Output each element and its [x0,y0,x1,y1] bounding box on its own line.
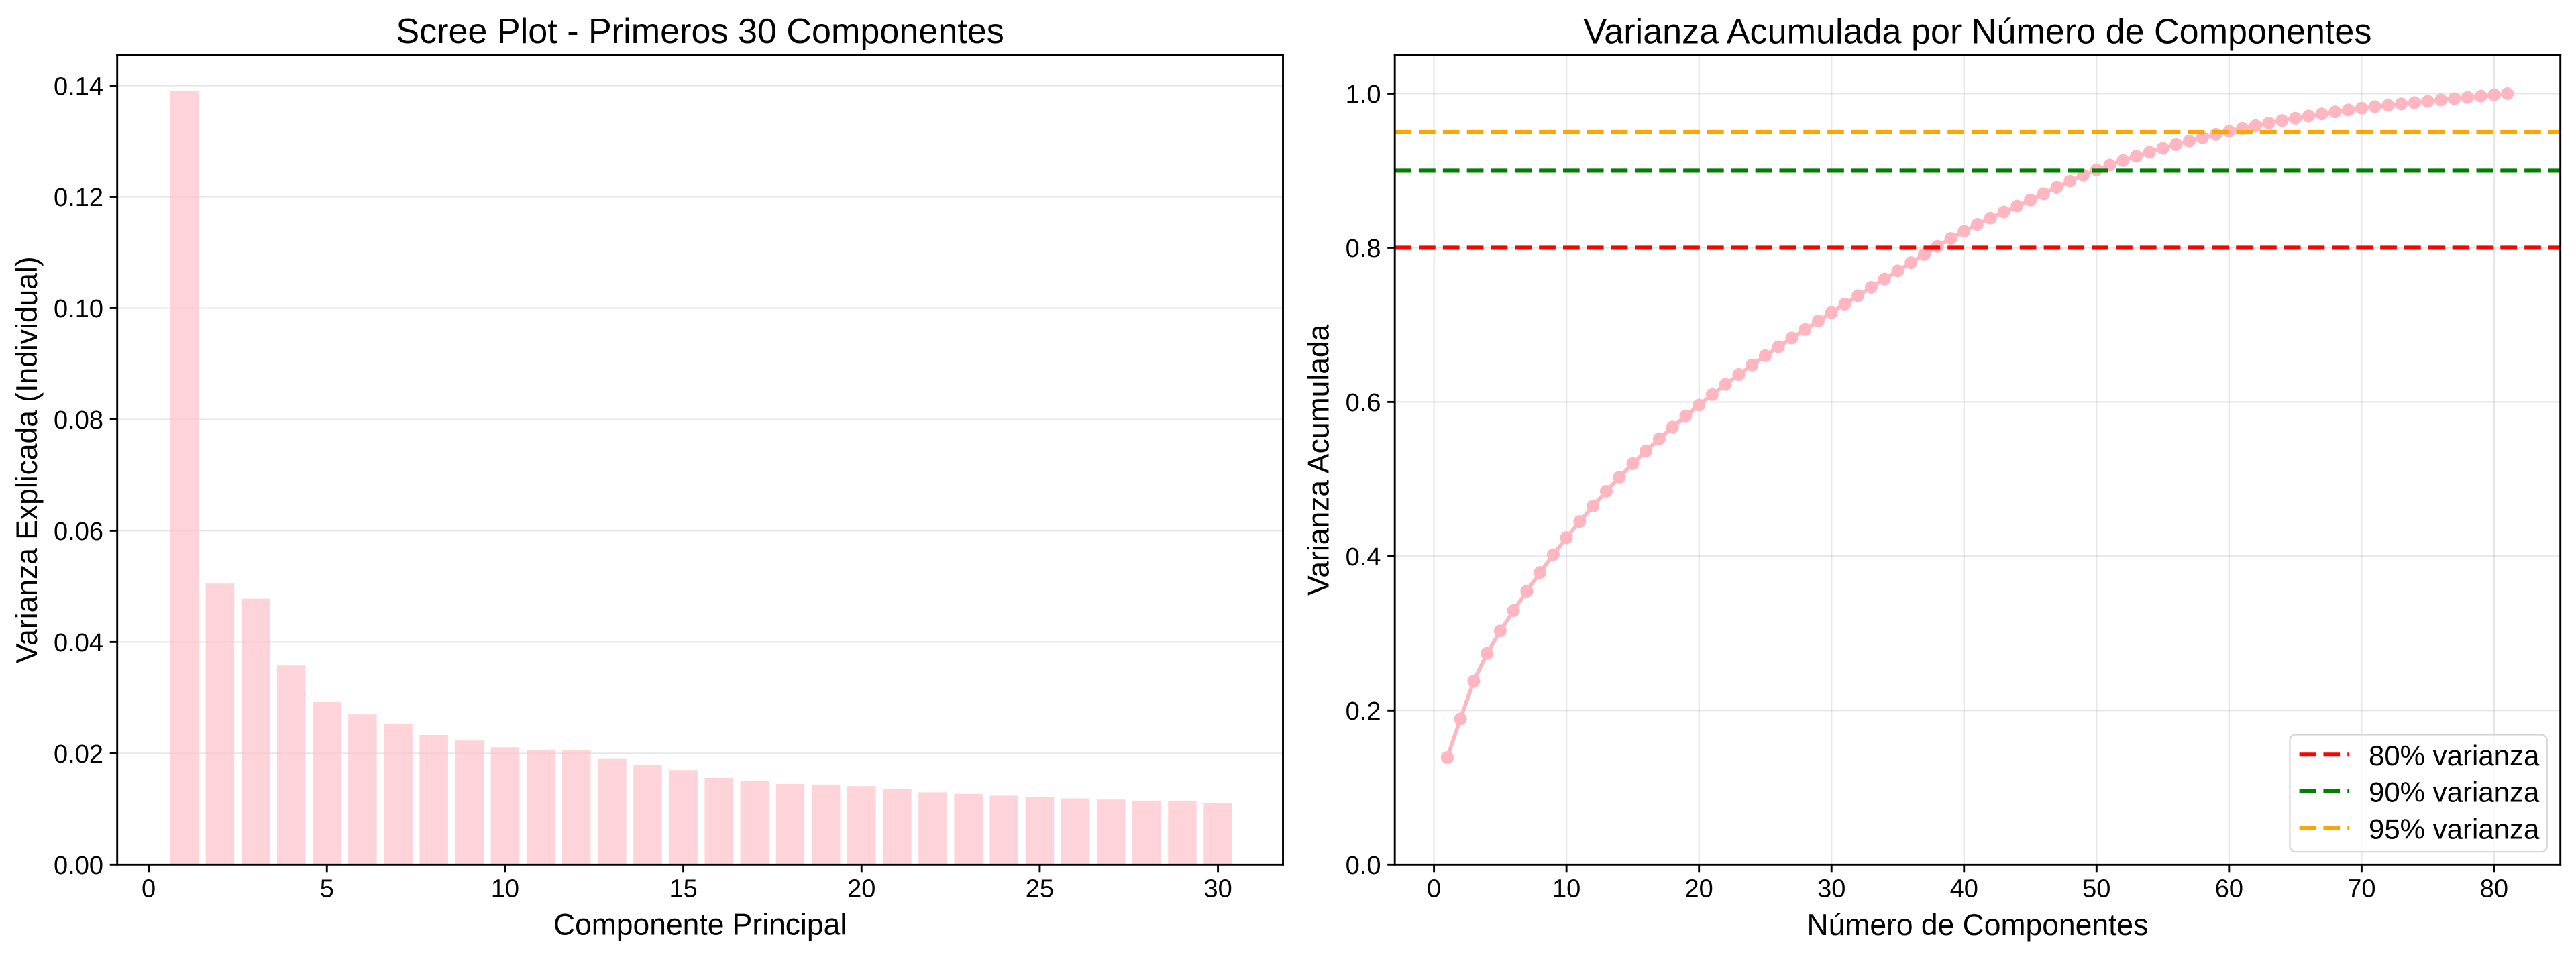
svg-text:Varianza Acumulada: Varianza Acumulada [1302,324,1335,596]
svg-text:0.4: 0.4 [1346,543,1381,571]
svg-text:10: 10 [1552,875,1580,903]
svg-text:80% varianza: 80% varianza [2369,740,2540,771]
svg-text:5: 5 [320,875,334,903]
svg-text:1.0: 1.0 [1346,80,1381,109]
svg-text:0.14: 0.14 [54,72,103,101]
svg-text:Varianza Acumulada por Número: Varianza Acumulada por Número de Compone… [1583,12,2371,51]
svg-text:0.12: 0.12 [54,184,103,212]
svg-text:Número de Componentes: Número de Componentes [1807,909,2149,942]
svg-text:0.10: 0.10 [54,295,103,323]
svg-text:0.08: 0.08 [54,406,103,435]
svg-text:Componente Principal: Componente Principal [553,909,847,942]
svg-text:40: 40 [1950,875,1978,903]
svg-text:30: 30 [1203,875,1232,903]
svg-text:15: 15 [669,875,697,903]
svg-text:Varianza Explicada (Individual: Varianza Explicada (Individual) [11,256,44,663]
svg-text:80: 80 [2480,875,2508,903]
svg-text:0.04: 0.04 [54,629,103,657]
svg-text:Scree Plot - Primeros 30 Compo: Scree Plot - Primeros 30 Componentes [396,12,1004,51]
svg-text:0.0: 0.0 [1346,852,1381,880]
svg-text:0: 0 [1427,875,1441,903]
svg-text:0.6: 0.6 [1346,389,1381,417]
svg-text:95% varianza: 95% varianza [2369,813,2540,845]
svg-text:50: 50 [2082,875,2110,903]
svg-text:30: 30 [1817,875,1845,903]
svg-text:25: 25 [1026,875,1054,903]
svg-text:20: 20 [1685,875,1713,903]
svg-text:0.06: 0.06 [54,518,103,546]
svg-text:0.00: 0.00 [54,852,103,880]
svg-text:20: 20 [847,875,875,903]
svg-text:0.2: 0.2 [1346,697,1381,726]
svg-text:0.02: 0.02 [54,740,103,769]
svg-text:60: 60 [2215,875,2243,903]
svg-text:10: 10 [491,875,519,903]
svg-text:90% varianza: 90% varianza [2369,777,2540,808]
svg-text:70: 70 [2347,875,2375,903]
svg-text:0.8: 0.8 [1346,235,1381,263]
svg-text:0: 0 [142,875,156,903]
